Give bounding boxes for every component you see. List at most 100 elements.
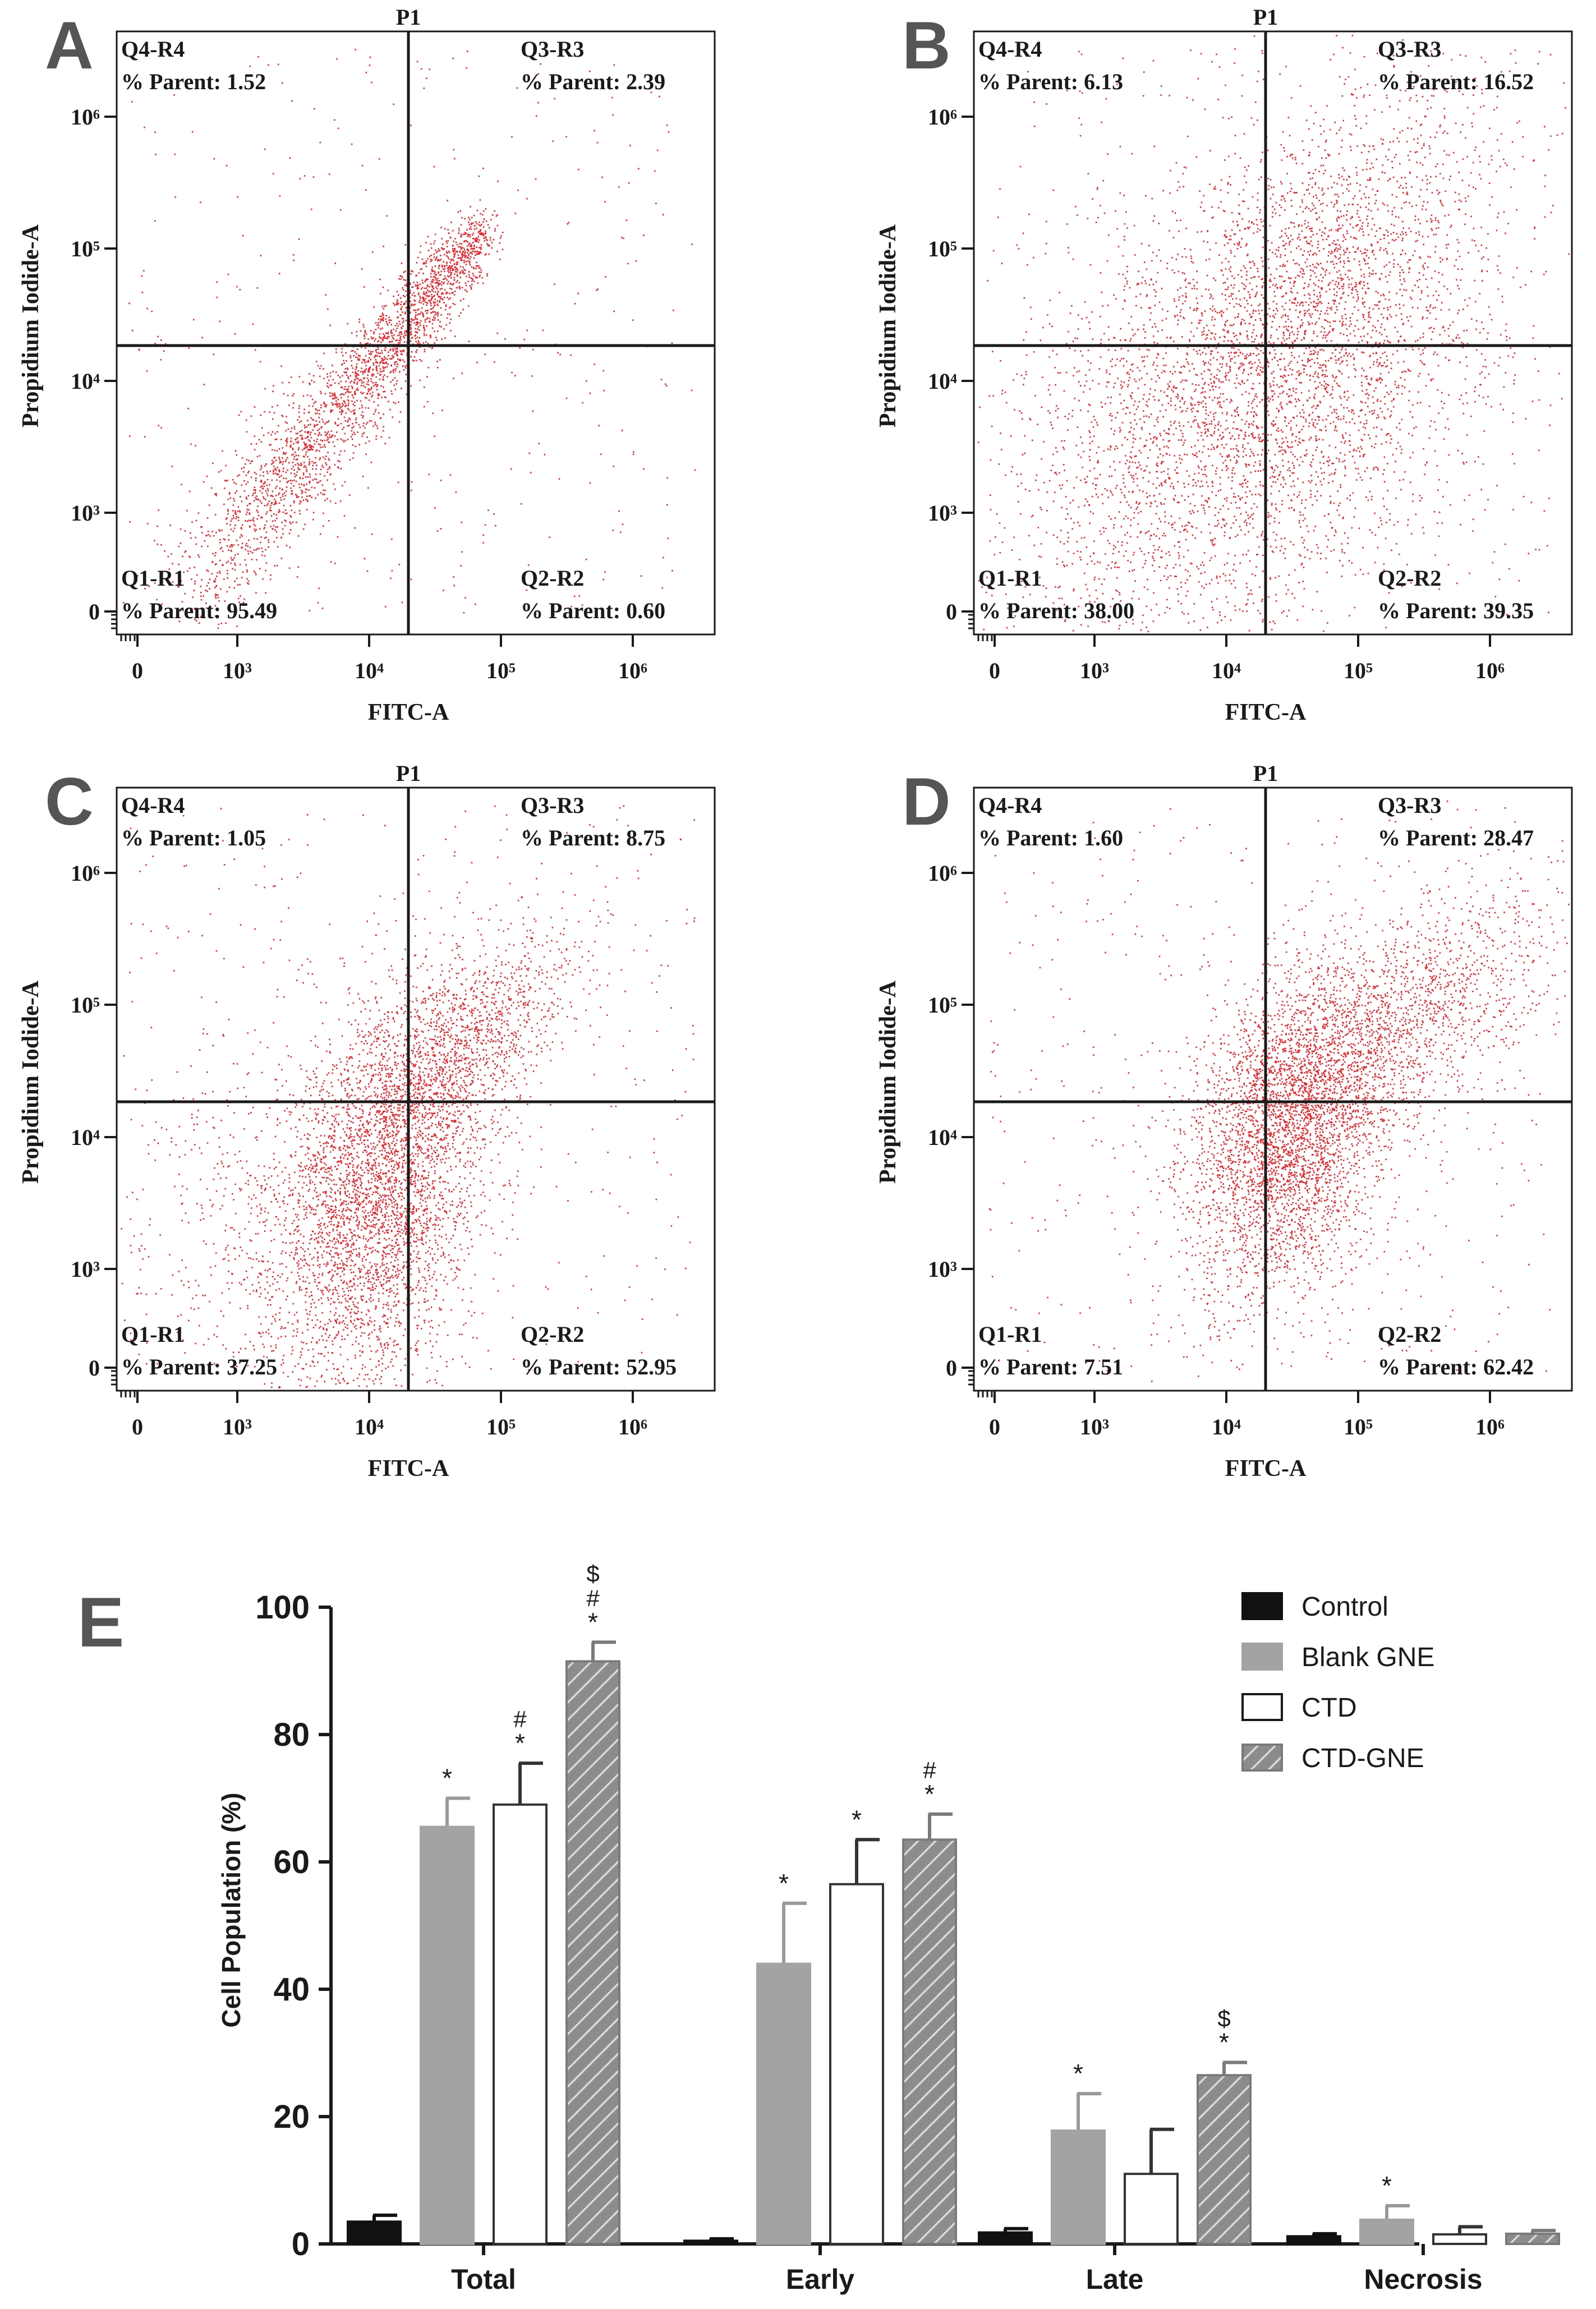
y-tick-label: 100 <box>255 1589 310 1626</box>
quadrant-percent-q3-r3: % Parent: 16.52 <box>1378 69 1534 94</box>
y-tick-label: 0 <box>292 2226 310 2262</box>
legend-swatch-control <box>1241 1592 1283 1620</box>
gate-label: P1 <box>1253 4 1278 30</box>
panel-letter-b: B <box>902 8 951 83</box>
y-tick-label: 0 <box>89 599 100 624</box>
y-tick-label: 10⁵ <box>928 992 957 1018</box>
bar-control-necrosis <box>1286 2235 1341 2245</box>
x-axis-label: FITC-A <box>368 1456 449 1482</box>
bar-control-total <box>347 2220 402 2245</box>
y-tick-label: 10⁴ <box>71 1125 100 1150</box>
scatter-points <box>123 48 696 629</box>
x-tick-label: 10³ <box>1080 658 1109 683</box>
x-axis-label: FITC-A <box>1225 1456 1307 1482</box>
significance-marker: # <box>923 1757 936 1783</box>
quadrant-name-q4-r4: Q4-R4 <box>121 36 185 62</box>
legend-swatch-ctd <box>1241 1693 1283 1721</box>
y-tick-label: 10³ <box>71 500 100 526</box>
panel-letter-e: E <box>77 1584 124 1662</box>
x-axis: 0 10³ 10⁴ 10⁵ 10⁶ <box>977 1391 1505 1439</box>
quadrant-percent-q4-r4: % Parent: 6.13 <box>978 69 1123 94</box>
plot-frame <box>973 786 1573 1392</box>
quadrant-name-q3-r3: Q3-R3 <box>521 793 584 818</box>
quadrant-percent-q2-r2: % Parent: 62.42 <box>1378 1354 1534 1379</box>
quadrant-name-q4-r4: Q4-R4 <box>978 36 1042 62</box>
significance-marker: * <box>1073 2059 1083 2088</box>
flow-panel-d: D P1 Q4-R4 % Parent: 1.60 Q3-R3 % Parent: 28.… <box>875 761 1573 1482</box>
quadrant-name-q4-r4: Q4-R4 <box>121 793 185 818</box>
y-axis-label: Cell Population (%) <box>217 1792 246 2027</box>
y-tick-label: 10⁴ <box>71 369 100 394</box>
y-tick-label: 80 <box>273 1717 310 1753</box>
y-tick-label: 10³ <box>928 1257 957 1282</box>
x-axis: 0 10³ 10⁴ 10⁵ 10⁶ <box>120 1391 647 1439</box>
quadrant-name-q1-r1: Q1-R1 <box>978 1322 1042 1347</box>
y-tick-label: 0 <box>946 599 957 624</box>
quadrant-percent-q2-r2: % Parent: 39.35 <box>1378 598 1534 623</box>
x-tick-label: 10⁴ <box>1212 658 1241 683</box>
x-tick-label: 0 <box>132 1414 143 1439</box>
x-tick-label: 0 <box>132 658 143 683</box>
y-tick-label: 0 <box>89 1355 100 1381</box>
y-tick-label: 10⁵ <box>71 236 100 261</box>
bar-control-early <box>683 2239 738 2245</box>
x-tick-label: 10³ <box>223 1414 252 1439</box>
y-axis-label: Propidium Iodide-A <box>875 980 901 1184</box>
significance-marker: * <box>779 1869 789 1898</box>
flow-panel-c: C P1 Q4-R4 % Parent: 1.05 Q3-R3 % Parent: 8.7… <box>18 761 716 1482</box>
quadrant-name-q1-r1: Q1-R1 <box>121 1322 185 1347</box>
y-tick-label: 10⁶ <box>71 104 100 130</box>
significance-marker: * <box>1382 2171 1392 2200</box>
quadrant-name-q3-r3: Q3-R3 <box>1378 793 1441 818</box>
legend-label: Blank GNE <box>1301 1643 1434 1672</box>
legend-swatch-blank-gne <box>1241 1643 1283 1671</box>
x-tick-label: 10⁴ <box>355 658 384 683</box>
y-axis: 0 10³ 10⁴ 10⁵ 10⁶ <box>71 861 117 1386</box>
bar-chart-e: E Cell Population (%) 0 20 40 60 80 100 Total E… <box>77 1560 1560 2295</box>
x-axis-label: FITC-A <box>368 700 449 725</box>
y-axis: 0 10³ 10⁴ 10⁵ 10⁶ <box>71 104 117 629</box>
legend-label: CTD-GNE <box>1301 1744 1424 1773</box>
x-tick-label: 10⁴ <box>355 1414 384 1439</box>
y-tick-label: 10³ <box>71 1257 100 1282</box>
panel-letter-a: A <box>45 8 94 83</box>
bar-blank-gne-early <box>756 1962 811 2246</box>
quadrant-name-q3-r3: Q3-R3 <box>1378 36 1441 62</box>
scatter-points <box>988 801 1570 1382</box>
quadrant-name-q1-r1: Q1-R1 <box>978 565 1042 591</box>
x-tick-label: 10⁶ <box>618 658 647 683</box>
significance-marker: * <box>925 1779 935 1809</box>
significance-marker: * <box>588 1607 598 1636</box>
y-tick-label: 10⁴ <box>928 369 957 394</box>
quadrant-percent-q3-r3: % Parent: 2.39 <box>521 69 665 94</box>
quadrant-percent-q4-r4: % Parent: 1.05 <box>121 825 266 850</box>
quadrant-percent-q2-r2: % Parent: 0.60 <box>521 598 665 623</box>
y-axis: 0 10³ 10⁴ 10⁵ 10⁶ <box>928 104 974 629</box>
y-tick-label: 10⁶ <box>928 104 957 130</box>
x-tick-label: 10⁶ <box>1475 1414 1505 1439</box>
quadrant-percent-q1-r1: % Parent: 38.00 <box>978 598 1134 623</box>
quadrant-name-q3-r3: Q3-R3 <box>521 36 584 62</box>
quadrant-percent-q1-r1: % Parent: 95.49 <box>121 598 277 623</box>
legend: Control Blank GNE CTD CTD-GNE <box>1241 1592 1434 1773</box>
y-axis-label: Propidium Iodide-A <box>875 224 901 427</box>
plot-frame <box>116 30 716 636</box>
quadrant-percent-q2-r2: % Parent: 52.95 <box>521 1354 677 1379</box>
x-tick-label: 10⁵ <box>1344 658 1373 683</box>
flow-panel-b: B P1 Q4-R4 % Parent: 6.13 Q3-R3 % Parent: 16.… <box>875 4 1573 725</box>
x-tick-label: 10⁶ <box>618 1414 647 1439</box>
quadrant-name-q4-r4: Q4-R4 <box>978 793 1042 818</box>
quadrant-percent-q4-r4: % Parent: 1.52 <box>121 69 266 94</box>
bar-ctd-early <box>829 1883 884 2246</box>
bar-ctd-gne-early <box>902 1838 957 2245</box>
y-tick-label: 10⁴ <box>928 1125 957 1150</box>
quadrant-name-q1-r1: Q1-R1 <box>121 565 185 591</box>
legend-label: Control <box>1301 1592 1388 1622</box>
x-tick-label: 10³ <box>1080 1414 1109 1439</box>
y-tick-label: 0 <box>946 1355 957 1381</box>
bar-ctd-necrosis <box>1432 2233 1487 2246</box>
significance-marker: * <box>515 1728 525 1758</box>
significance-marker: $ <box>1217 2006 1230 2032</box>
bar-blank-gne-late <box>1051 2129 1106 2245</box>
quadrant-name-q2-r2: Q2-R2 <box>1378 565 1441 591</box>
